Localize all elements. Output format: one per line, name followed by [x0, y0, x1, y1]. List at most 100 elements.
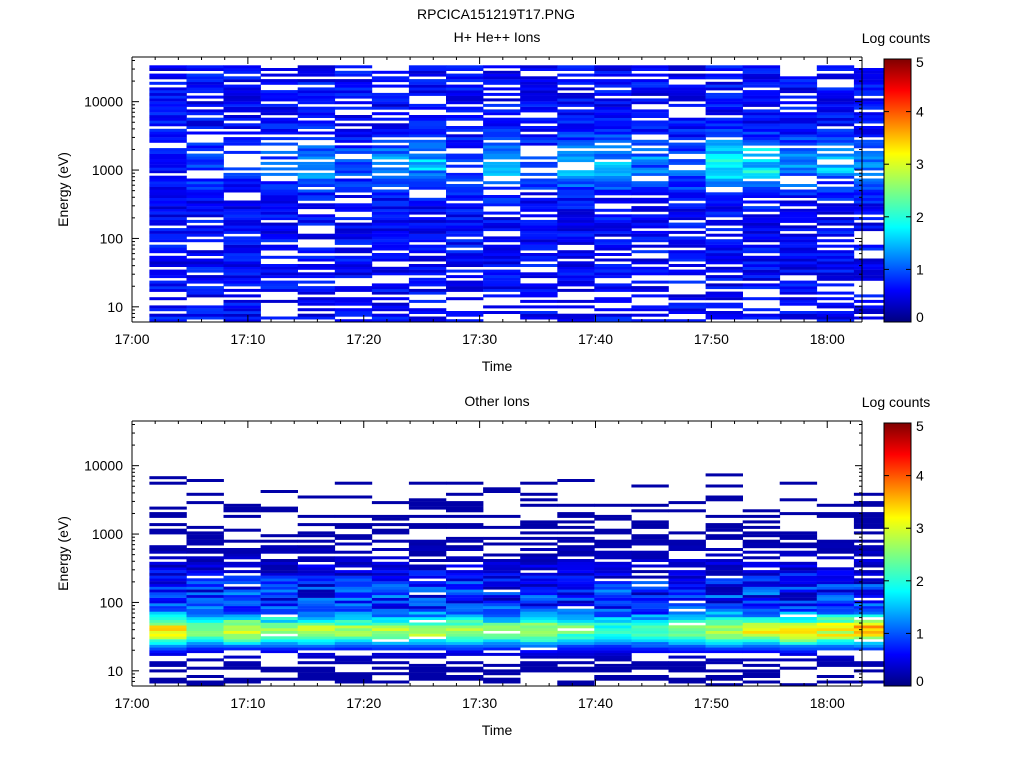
heatmap-cell	[705, 614, 743, 618]
heatmap-cell	[668, 308, 706, 312]
heatmap-cell	[520, 208, 558, 212]
heatmap-cell	[742, 594, 781, 598]
heatmap-cell	[816, 570, 855, 574]
x-tick-label: 17:40	[578, 331, 613, 347]
heatmap-cell	[186, 65, 224, 69]
heatmap-cell	[223, 594, 261, 598]
heatmap-cell	[742, 672, 781, 676]
heatmap-cell	[260, 570, 298, 574]
heatmap-cell	[816, 319, 855, 323]
heatmap-cell	[705, 208, 743, 212]
heatmap-cell	[446, 539, 484, 543]
heatmap-cell	[668, 178, 706, 182]
heatmap-cell	[594, 597, 632, 601]
colorbar-tick-label: 0	[916, 673, 924, 689]
heatmap-cell	[816, 189, 855, 193]
heatmap-cell	[705, 219, 743, 223]
colorbar-tick-label: 5	[916, 54, 924, 70]
heatmap-cell	[371, 628, 410, 631]
heatmap-cell	[260, 583, 298, 587]
heatmap-cell	[520, 536, 558, 540]
heatmap-cell	[483, 253, 521, 256]
heatmap-cell	[705, 597, 743, 601]
heatmap-cell	[371, 578, 410, 582]
heatmap-cell	[668, 311, 706, 314]
heatmap-cell	[594, 189, 632, 193]
heatmap-cell	[149, 567, 187, 571]
heatmap-cell	[149, 319, 187, 323]
heatmap-cell	[483, 608, 521, 612]
heatmap-cell	[334, 172, 373, 176]
heatmap-cell	[483, 269, 521, 273]
heatmap-cell	[223, 137, 261, 141]
heatmap-cell	[816, 115, 855, 118]
heatmap-cell	[742, 556, 781, 560]
heatmap-cell	[483, 261, 521, 265]
heatmap-cell	[520, 636, 558, 640]
heatmap-cell	[186, 592, 224, 596]
heatmap-cell	[779, 311, 818, 314]
heatmap-cell	[260, 181, 298, 185]
heatmap-cell	[742, 222, 781, 226]
heatmap-cell	[668, 175, 706, 179]
heatmap-cell	[371, 175, 410, 179]
heatmap-cell	[371, 134, 410, 138]
heatmap-cell	[149, 175, 187, 179]
panel-title: H+ He++ Ions	[454, 29, 541, 45]
x-tick-label: 17:10	[230, 695, 265, 711]
heatmap-cell	[668, 545, 706, 549]
heatmap-cell	[223, 539, 261, 543]
heatmap-cell	[557, 275, 595, 279]
heatmap-cell	[260, 597, 298, 601]
heatmap-cell	[816, 575, 855, 579]
heatmap-cell	[742, 539, 781, 543]
heatmap-cell	[816, 134, 855, 138]
heatmap-cell	[742, 247, 781, 251]
heatmap-cell	[557, 548, 595, 551]
heatmap-cell	[816, 197, 855, 201]
heatmap-cell	[297, 675, 336, 678]
heatmap-cell	[186, 161, 224, 165]
x-tick-label: 17:00	[114, 695, 149, 711]
heatmap-cell	[223, 167, 261, 171]
heatmap-cell	[705, 258, 743, 262]
heatmap-cell	[446, 675, 484, 678]
heatmap-cell	[779, 150, 818, 154]
heatmap-cell	[594, 614, 632, 618]
heatmap-cell	[742, 233, 781, 237]
heatmap-cell	[260, 120, 298, 124]
heatmap-cell	[334, 633, 373, 637]
heatmap-cell	[334, 84, 373, 88]
heatmap-cell	[149, 156, 187, 160]
heatmap-cell	[520, 661, 558, 665]
heatmap-cell	[186, 206, 224, 210]
heatmap-cell	[408, 230, 447, 234]
heatmap-cell	[483, 280, 521, 284]
heatmap-cell	[297, 605, 336, 609]
heatmap-cell	[223, 608, 261, 612]
heatmap-cell	[297, 291, 336, 295]
heatmap-cell	[186, 614, 224, 618]
heatmap-cell	[594, 564, 632, 568]
heatmap-cell	[557, 131, 595, 135]
heatmap-cell	[334, 572, 373, 576]
heatmap-cell	[223, 617, 261, 620]
heatmap-cell	[223, 250, 261, 254]
heatmap-cell	[705, 294, 743, 298]
heatmap-cell	[853, 630, 892, 634]
heatmap-cell	[668, 244, 706, 248]
heatmap-cell	[853, 90, 892, 94]
heatmap-cell	[186, 95, 224, 99]
heatmap-cell	[705, 669, 743, 673]
heatmap-cell	[260, 203, 298, 207]
heatmap-cell	[371, 239, 410, 243]
heatmap-cell	[371, 561, 410, 565]
heatmap-cell	[853, 247, 892, 251]
heatmap-cell	[223, 90, 261, 94]
heatmap-cell	[520, 92, 558, 96]
heatmap-cell	[594, 575, 632, 579]
heatmap-cell	[334, 297, 373, 301]
heatmap-cell	[594, 503, 632, 507]
heatmap-cell	[557, 112, 595, 116]
heatmap-cell	[260, 286, 298, 290]
